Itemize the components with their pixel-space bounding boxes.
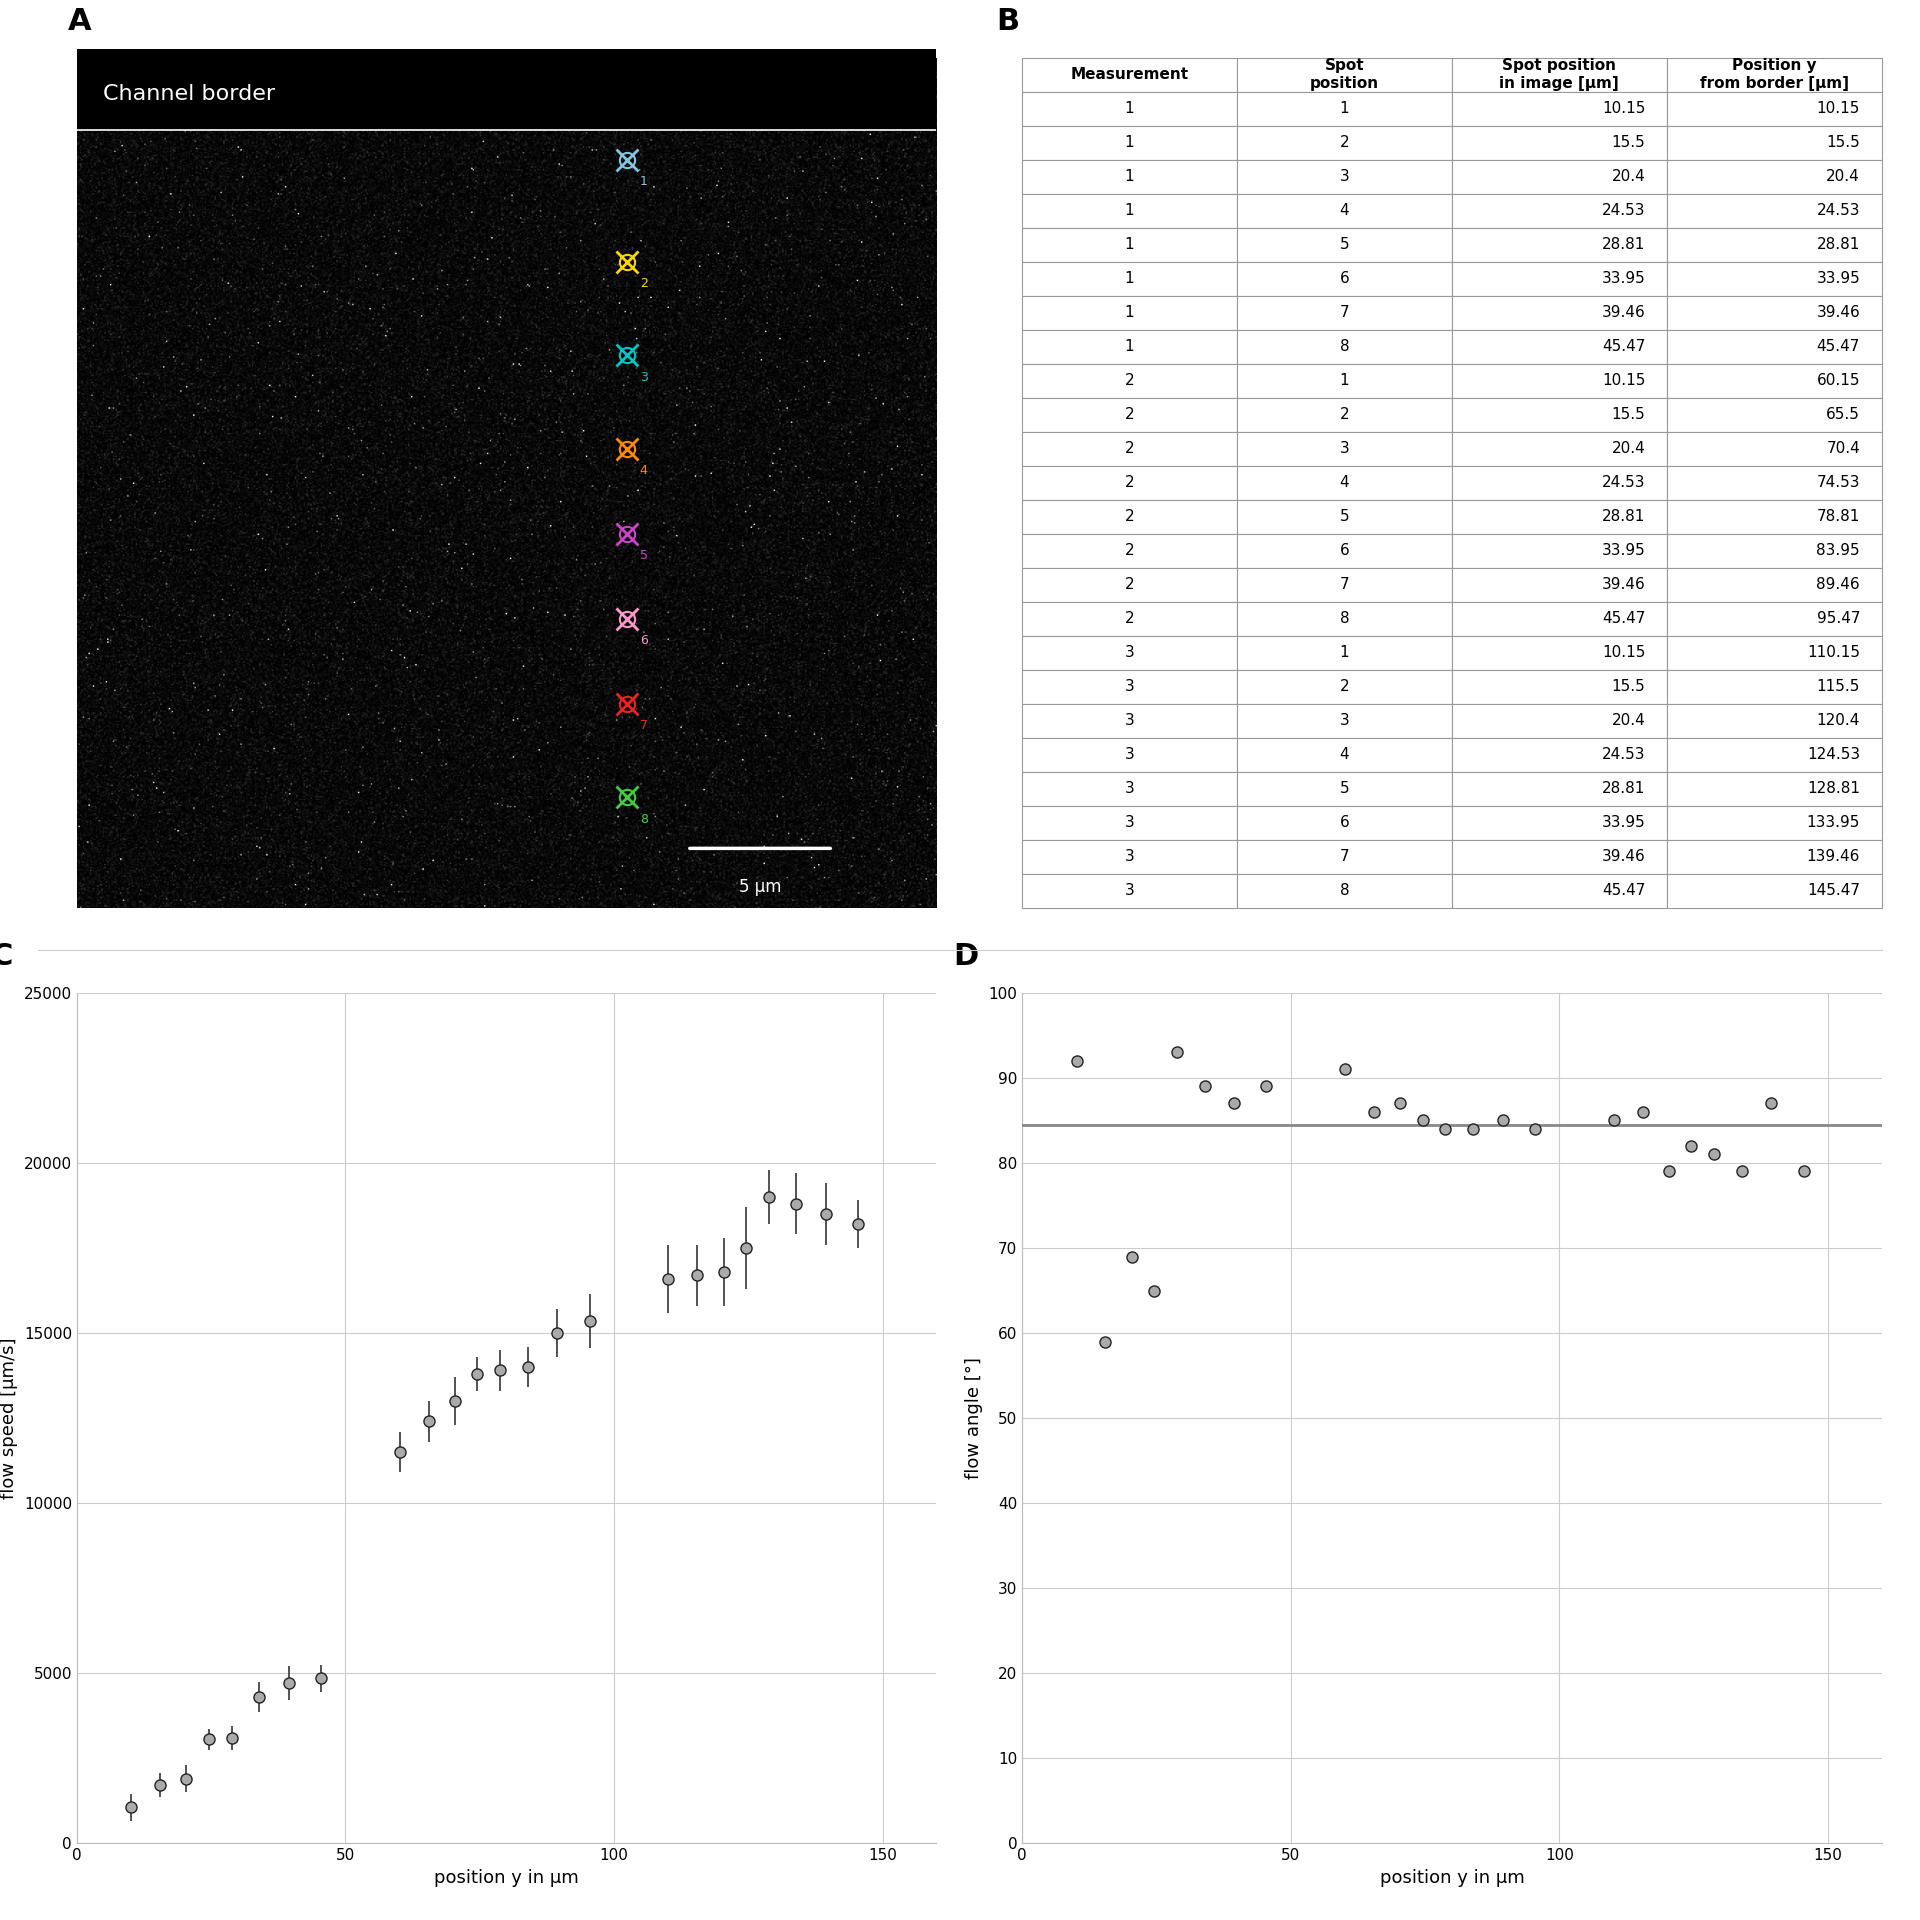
Bar: [77, 50, 937, 131]
Text: 3: 3: [639, 371, 647, 384]
Text: 8: 8: [639, 812, 647, 826]
X-axis label: position y in μm: position y in μm: [1379, 1868, 1524, 1887]
Text: 1: 1: [639, 175, 647, 188]
Text: B: B: [996, 6, 1020, 36]
Text: 5: 5: [639, 549, 647, 563]
Text: 6: 6: [639, 634, 647, 647]
Y-axis label: flow speed [μm/s]: flow speed [μm/s]: [0, 1338, 19, 1500]
Text: C: C: [0, 943, 13, 972]
Text: 4: 4: [639, 465, 647, 478]
Text: 7: 7: [639, 720, 647, 732]
X-axis label: position y in μm: position y in μm: [434, 1868, 580, 1887]
Text: 2: 2: [639, 276, 647, 290]
Text: A: A: [69, 6, 92, 36]
Text: D: D: [954, 943, 979, 972]
Text: 5 μm: 5 μm: [739, 877, 781, 897]
Y-axis label: flow angle [°]: flow angle [°]: [966, 1357, 983, 1478]
Text: Channel border: Channel border: [102, 84, 275, 104]
